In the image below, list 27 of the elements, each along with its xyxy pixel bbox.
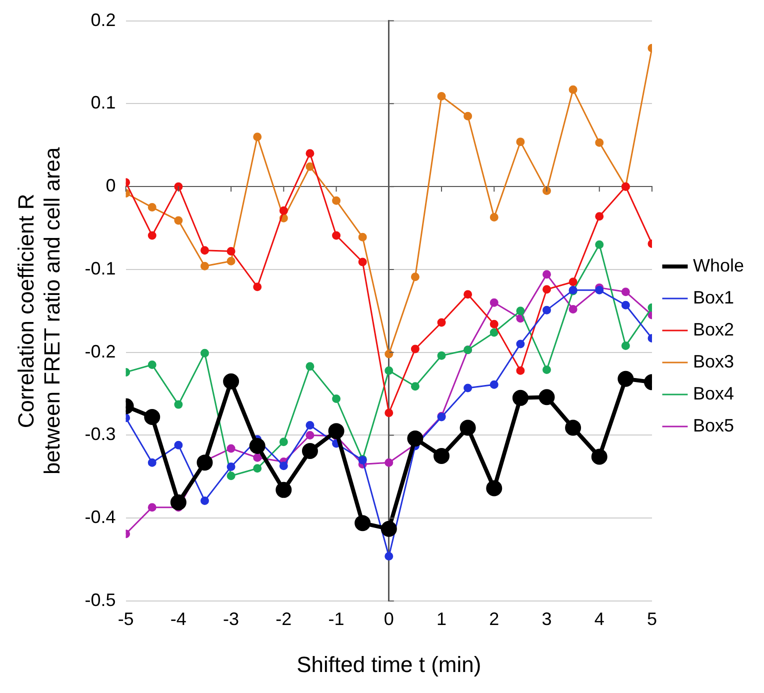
x-tick-label: -3: [223, 608, 240, 629]
legend-label: Box3: [692, 351, 734, 372]
y-tick-label: -0.4: [84, 507, 116, 528]
x-tick-label: 4: [594, 608, 604, 629]
legend-label: Box4: [692, 383, 734, 404]
x-tick-label: -5: [118, 608, 134, 629]
legend-label: Box2: [692, 319, 734, 340]
legend-label: Whole: [692, 255, 744, 276]
x-tick-label: 2: [489, 608, 500, 629]
x-tick-label: -2: [276, 608, 292, 629]
x-tick-label: 0: [384, 608, 394, 629]
y-tick-label: 0: [106, 176, 116, 196]
y-tick-label: 0.2: [90, 10, 116, 30]
x-tick-label: 1: [436, 608, 447, 629]
y-tick-label: -0.3: [84, 424, 116, 444]
legend-label: Box5: [692, 415, 734, 436]
x-axis-title: Shifted time t (min): [296, 652, 482, 677]
y-tick-label: 0.1: [90, 92, 116, 113]
y-tick-label: -0.1: [84, 258, 116, 278]
x-tick-label: -1: [328, 608, 344, 629]
y-tick-label: -0.2: [84, 341, 116, 362]
legend-label: Box1: [692, 287, 734, 308]
y-tick-label: -0.5: [84, 590, 116, 610]
x-tick-label: 5: [646, 608, 657, 629]
x-tick-label: 3: [542, 608, 552, 629]
x-tick-label: -4: [170, 608, 186, 629]
y-axis-title: Correlation coefficient R between FRET ratio and cell area: [13, 146, 65, 475]
